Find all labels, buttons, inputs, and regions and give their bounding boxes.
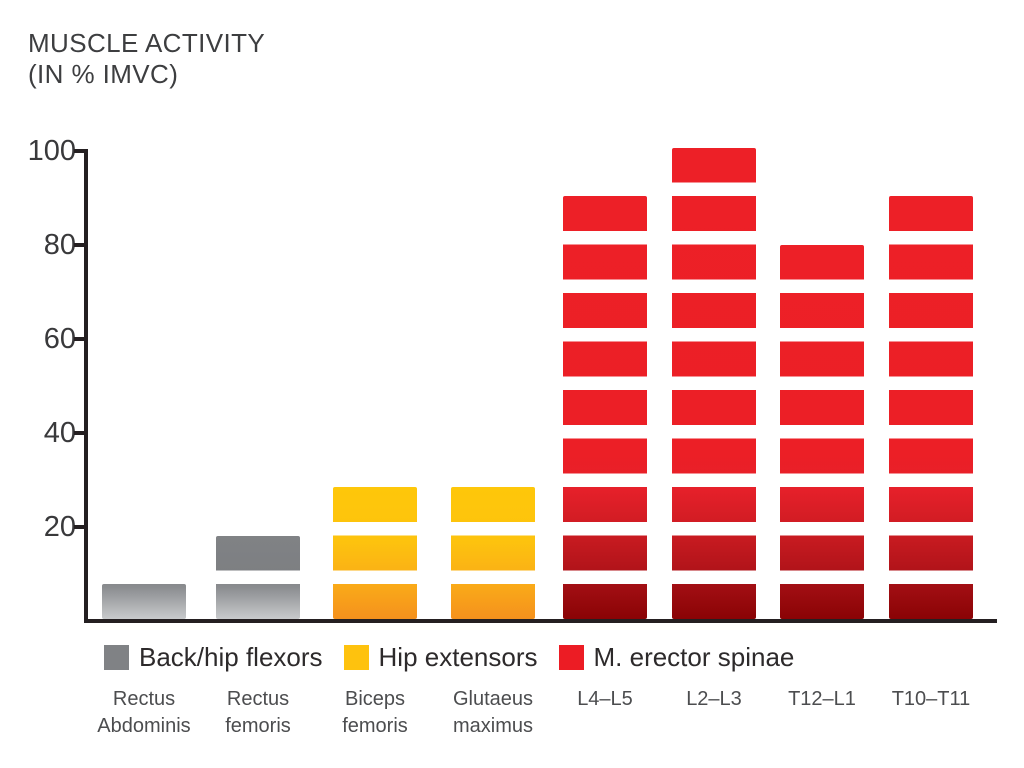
x-label-l4-l5: L4–L5 bbox=[530, 686, 680, 713]
x-label-t10-t11: T10–T11 bbox=[856, 686, 1006, 713]
y-tick-label-20: 20 bbox=[43, 511, 76, 543]
legend-swatch-back-hip-flexors bbox=[104, 645, 129, 670]
bar-rectus-femoris bbox=[216, 535, 300, 619]
x-label-rectus-femoris-line1: Rectus bbox=[226, 688, 290, 710]
x-label-rectus-femoris-line2: femoris bbox=[225, 715, 291, 737]
y-tick-label-40: 40 bbox=[43, 417, 76, 449]
legend-label-m-erector-spinae: M. erector spinae bbox=[593, 642, 795, 672]
y-tick-label-80: 80 bbox=[43, 229, 76, 261]
legend-item-hip-extensors: Hip extensors bbox=[343, 642, 538, 673]
x-label-rectus-femoris: Rectus femoris bbox=[183, 686, 333, 740]
y-tick-mark-80 bbox=[74, 243, 85, 247]
chart-title: MUSCLE ACTIVITY (IN % IMVC) bbox=[28, 28, 265, 90]
x-label-glutaeus-maximus-line1: Glutaeus bbox=[452, 688, 534, 710]
x-label-t12-l1: T12–L1 bbox=[747, 686, 897, 713]
bar-t12-l1 bbox=[780, 244, 864, 619]
bar-rectus-abdominis bbox=[102, 584, 186, 619]
legend-swatch-m-erector-spinae bbox=[558, 645, 584, 670]
y-tick-mark-100 bbox=[74, 149, 85, 153]
x-label-biceps-femoris-line2: femoris bbox=[342, 715, 408, 737]
y-tick-mark-60 bbox=[74, 337, 85, 341]
x-axis-line bbox=[84, 619, 997, 623]
legend: Back/hip flexors Hip extensors M. erector … bbox=[104, 642, 815, 673]
x-label-biceps-femoris-line1: Biceps bbox=[344, 688, 406, 710]
bar-glutaeus-maximus bbox=[451, 487, 535, 619]
bar-biceps-femoris bbox=[333, 487, 417, 619]
x-label-biceps-femoris: Biceps femoris bbox=[300, 686, 450, 740]
x-label-glutaeus-maximus-line2: maximus bbox=[452, 715, 533, 737]
y-tick-label-100: 100 bbox=[27, 135, 76, 167]
x-label-l4-l5-line1: L4–L5 bbox=[577, 688, 633, 710]
legend-item-back-hip-flexors: Back/hip flexors bbox=[104, 642, 323, 673]
chart-title-line1: MUSCLE ACTIVITY bbox=[28, 28, 266, 58]
y-tick-mark-40 bbox=[74, 431, 85, 435]
x-label-rectus-abdominis: Rectus Abdominis bbox=[69, 686, 219, 740]
x-label-l2-l3-line1: L2–L3 bbox=[686, 688, 742, 710]
x-label-glutaeus-maximus: Glutaeus maximus bbox=[418, 686, 568, 740]
x-label-t12-l1-line1: T12–L1 bbox=[788, 688, 856, 710]
x-label-l2-l3: L2–L3 bbox=[639, 686, 789, 713]
legend-label-back-hip-flexors: Back/hip flexors bbox=[139, 642, 323, 672]
x-label-rectus-abdominis-line2: Abdominis bbox=[97, 715, 191, 737]
y-tick-mark-20 bbox=[74, 525, 85, 529]
y-axis-line bbox=[84, 149, 88, 623]
legend-label-hip-extensors: Hip extensors bbox=[378, 642, 538, 672]
bar-l4-l5 bbox=[563, 196, 647, 619]
y-tick-label-60: 60 bbox=[43, 323, 76, 355]
bar-l2-l3 bbox=[672, 147, 756, 619]
legend-swatch-hip-extensors bbox=[343, 645, 369, 670]
x-label-rectus-abdominis-line1: Rectus bbox=[112, 688, 176, 710]
legend-item-m-erector-spinae: M. erector spinae bbox=[558, 642, 795, 673]
chart-title-line2: (IN % IMVC) bbox=[28, 59, 179, 89]
x-label-t10-t11-line1: T10–T11 bbox=[891, 688, 971, 710]
bar-t10-t11 bbox=[889, 196, 973, 619]
